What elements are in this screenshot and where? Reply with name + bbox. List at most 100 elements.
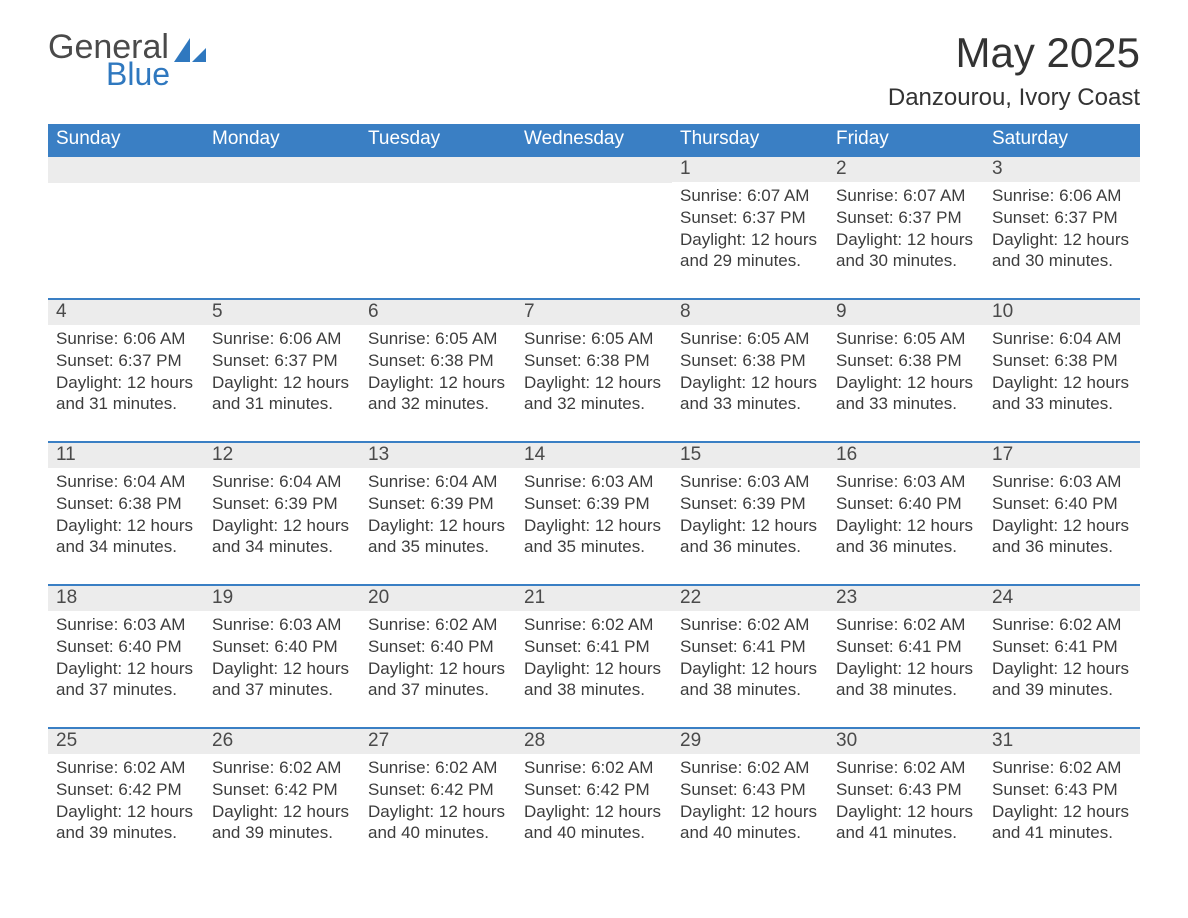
day-details: Sunrise: 6:02 AMSunset: 6:41 PMDaylight:… xyxy=(988,614,1136,701)
day-number: 10 xyxy=(984,300,1140,325)
calendar-day-cell: 14Sunrise: 6:03 AMSunset: 6:39 PMDayligh… xyxy=(516,443,672,564)
day-details: Sunrise: 6:02 AMSunset: 6:43 PMDaylight:… xyxy=(832,757,980,844)
day-details: Sunrise: 6:03 AMSunset: 6:39 PMDaylight:… xyxy=(676,471,824,558)
day-details: Sunrise: 6:03 AMSunset: 6:40 PMDaylight:… xyxy=(988,471,1136,558)
calendar-day-cell: 31 Sunrise: 6:02 AMSunset: 6:43 PMDayligh… xyxy=(984,729,1140,850)
calendar-day-cell: 15Sunrise: 6:03 AMSunset: 6:39 PMDayligh… xyxy=(672,443,828,564)
sunset-line: Sunset: 6:42 PM xyxy=(56,779,200,801)
daylight-line: Daylight: 12 hours and 35 minutes. xyxy=(368,515,512,559)
day-details: Sunrise: 6:07 AMSunset: 6:37 PMDaylight:… xyxy=(676,185,824,272)
calendar-day-cell: 22Sunrise: 6:02 AMSunset: 6:41 PMDayligh… xyxy=(672,586,828,707)
daylight-line: Daylight: 12 hours and 36 minutes. xyxy=(680,515,824,559)
daylight-line: Daylight: 12 hours and 30 minutes. xyxy=(992,229,1136,273)
calendar-day-cell: 30 Sunrise: 6:02 AMSunset: 6:43 PMDayligh… xyxy=(828,729,984,850)
weekday-header: Thursday xyxy=(672,124,828,155)
calendar-day-cell: 1Sunrise: 6:07 AMSunset: 6:37 PMDaylight… xyxy=(672,157,828,278)
day-details: Sunrise: 6:03 AMSunset: 6:40 PMDaylight:… xyxy=(832,471,980,558)
calendar-day-cell: 2 Sunrise: 6:07 AMSunset: 6:37 PMDaylight… xyxy=(828,157,984,278)
sunrise-line: Sunrise: 6:02 AM xyxy=(680,757,824,779)
sunrise-line: Sunrise: 6:03 AM xyxy=(524,471,668,493)
calendar-day-cell xyxy=(360,157,516,278)
daylight-line: Daylight: 12 hours and 39 minutes. xyxy=(56,801,200,845)
day-number: 28 xyxy=(516,729,672,754)
daylight-line: Daylight: 12 hours and 41 minutes. xyxy=(992,801,1136,845)
day-number: 5 xyxy=(204,300,360,325)
sunset-line: Sunset: 6:39 PM xyxy=(212,493,356,515)
sunset-line: Sunset: 6:42 PM xyxy=(524,779,668,801)
sunrise-line: Sunrise: 6:06 AM xyxy=(212,328,356,350)
calendar-day-cell: 9Sunrise: 6:05 AMSunset: 6:38 PMDaylight… xyxy=(828,300,984,421)
calendar-day-cell: 26Sunrise: 6:02 AMSunset: 6:42 PMDayligh… xyxy=(204,729,360,850)
day-number: 16 xyxy=(828,443,984,468)
day-number: 30 xyxy=(828,729,984,754)
sunset-line: Sunset: 6:42 PM xyxy=(368,779,512,801)
day-details: Sunrise: 6:06 AMSunset: 6:37 PMDaylight:… xyxy=(208,328,356,415)
day-details: Sunrise: 6:04 AMSunset: 6:39 PMDaylight:… xyxy=(364,471,512,558)
sunrise-line: Sunrise: 6:07 AM xyxy=(680,185,824,207)
day-number: 14 xyxy=(516,443,672,468)
day-details: Sunrise: 6:03 AMSunset: 6:40 PMDaylight:… xyxy=(52,614,200,701)
daylight-line: Daylight: 12 hours and 38 minutes. xyxy=(836,658,980,702)
day-number: 3 xyxy=(984,157,1140,182)
day-details: Sunrise: 6:03 AMSunset: 6:40 PMDaylight:… xyxy=(208,614,356,701)
sunset-line: Sunset: 6:40 PM xyxy=(56,636,200,658)
sunrise-line: Sunrise: 6:03 AM xyxy=(56,614,200,636)
day-details: Sunrise: 6:02 AMSunset: 6:43 PMDaylight:… xyxy=(988,757,1136,844)
day-number: 21 xyxy=(516,586,672,611)
sunset-line: Sunset: 6:37 PM xyxy=(56,350,200,372)
brand-text: General Blue xyxy=(48,30,170,90)
calendar-day-cell: 20Sunrise: 6:02 AMSunset: 6:40 PMDayligh… xyxy=(360,586,516,707)
day-details: Sunrise: 6:04 AMSunset: 6:39 PMDaylight:… xyxy=(208,471,356,558)
day-details: Sunrise: 6:02 AMSunset: 6:42 PMDaylight:… xyxy=(520,757,668,844)
sunset-line: Sunset: 6:41 PM xyxy=(680,636,824,658)
sunset-line: Sunset: 6:38 PM xyxy=(56,493,200,515)
day-number: 12 xyxy=(204,443,360,468)
weeks-container: 1Sunrise: 6:07 AMSunset: 6:37 PMDaylight… xyxy=(48,155,1140,850)
day-details: Sunrise: 6:07 AMSunset: 6:37 PMDaylight:… xyxy=(832,185,980,272)
sunset-line: Sunset: 6:39 PM xyxy=(368,493,512,515)
calendar-grid: Sunday Monday Tuesday Wednesday Thursday… xyxy=(48,124,1140,850)
day-number xyxy=(516,157,672,183)
sunrise-line: Sunrise: 6:02 AM xyxy=(992,757,1136,779)
calendar-week-row: 4Sunrise: 6:06 AMSunset: 6:37 PMDaylight… xyxy=(48,298,1140,421)
sunrise-line: Sunrise: 6:02 AM xyxy=(524,614,668,636)
calendar-day-cell: 5 Sunrise: 6:06 AMSunset: 6:37 PMDaylight… xyxy=(204,300,360,421)
sunrise-line: Sunrise: 6:03 AM xyxy=(680,471,824,493)
sunrise-line: Sunrise: 6:03 AM xyxy=(836,471,980,493)
day-number: 9 xyxy=(828,300,984,325)
day-details: Sunrise: 6:02 AMSunset: 6:41 PMDaylight:… xyxy=(520,614,668,701)
calendar-day-cell xyxy=(204,157,360,278)
daylight-line: Daylight: 12 hours and 40 minutes. xyxy=(680,801,824,845)
calendar-week-row: 18Sunrise: 6:03 AMSunset: 6:40 PMDayligh… xyxy=(48,584,1140,707)
sunrise-line: Sunrise: 6:02 AM xyxy=(368,614,512,636)
sunset-line: Sunset: 6:38 PM xyxy=(680,350,824,372)
daylight-line: Daylight: 12 hours and 35 minutes. xyxy=(524,515,668,559)
calendar-day-cell: 4Sunrise: 6:06 AMSunset: 6:37 PMDaylight… xyxy=(48,300,204,421)
day-number: 11 xyxy=(48,443,204,468)
sunrise-line: Sunrise: 6:04 AM xyxy=(368,471,512,493)
sunset-line: Sunset: 6:40 PM xyxy=(836,493,980,515)
day-number xyxy=(48,157,204,183)
calendar-day-cell: 19Sunrise: 6:03 AMSunset: 6:40 PMDayligh… xyxy=(204,586,360,707)
calendar-day-cell xyxy=(516,157,672,278)
day-details: Sunrise: 6:05 AMSunset: 6:38 PMDaylight:… xyxy=(676,328,824,415)
sunset-line: Sunset: 6:39 PM xyxy=(680,493,824,515)
sunset-line: Sunset: 6:41 PM xyxy=(524,636,668,658)
weekday-header-row: Sunday Monday Tuesday Wednesday Thursday… xyxy=(48,124,1140,155)
sunrise-line: Sunrise: 6:02 AM xyxy=(368,757,512,779)
day-details: Sunrise: 6:05 AMSunset: 6:38 PMDaylight:… xyxy=(364,328,512,415)
daylight-line: Daylight: 12 hours and 38 minutes. xyxy=(524,658,668,702)
location-text: Danzourou, Ivory Coast xyxy=(888,84,1140,112)
day-number: 2 xyxy=(828,157,984,182)
weekday-header: Monday xyxy=(204,124,360,155)
sunrise-line: Sunrise: 6:06 AM xyxy=(992,185,1136,207)
weekday-header: Sunday xyxy=(48,124,204,155)
daylight-line: Daylight: 12 hours and 33 minutes. xyxy=(992,372,1136,416)
weekday-header: Tuesday xyxy=(360,124,516,155)
day-number: 31 xyxy=(984,729,1140,754)
sunrise-line: Sunrise: 6:04 AM xyxy=(56,471,200,493)
daylight-line: Daylight: 12 hours and 34 minutes. xyxy=(56,515,200,559)
daylight-line: Daylight: 12 hours and 33 minutes. xyxy=(680,372,824,416)
sunrise-line: Sunrise: 6:02 AM xyxy=(524,757,668,779)
sunset-line: Sunset: 6:43 PM xyxy=(992,779,1136,801)
